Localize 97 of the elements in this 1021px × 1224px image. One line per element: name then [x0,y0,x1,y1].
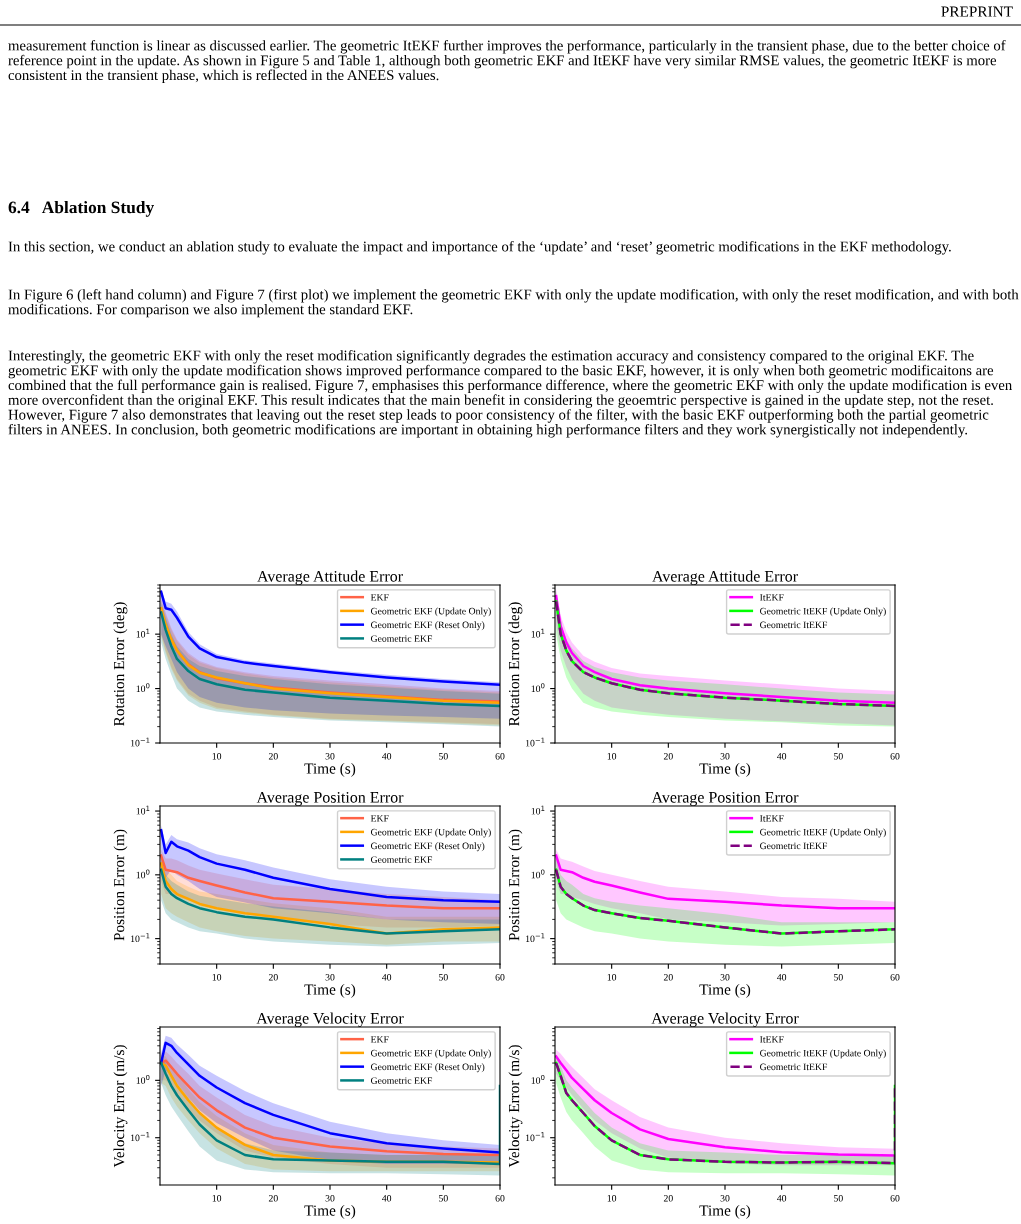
text: In this section, we conduct an ablation study to evaluate the impact and importance of the ‘update’ and ‘reset’ geometric modifications in the EKF methodology. [8,241,951,255]
x-tick-label: 50 [834,753,843,760]
legend-label: ItEKF [759,815,784,822]
x-tick-label: 20 [663,753,673,760]
y-tick-label: 10$^{−1}$ [526,737,545,747]
y-tick-label: 10$^{−1}$ [526,933,545,943]
chart-title: Average Position Error [651,791,799,806]
legend-label: Geometric EKF (Reset Only) [370,842,485,852]
legend-label: EKF [370,815,389,822]
legend-label: Geometric ItEKF [760,842,828,850]
legend-label: Geometric EKF (Reset Only) [370,621,485,631]
y-axis-title: Position Error (m) [508,829,523,941]
x-tick-label: 40 [382,974,392,981]
y-tick-label: 10$^{−1}$ [131,737,150,747]
x-axis-title: Time (s) [304,1204,356,1219]
y-tick-label: 10$^{0}$ [136,683,150,693]
y-tick-label: 10$^{0}$ [136,869,150,879]
text: In Figure 6 (left hand column) and Figure 7 (first plot) we implement the geometric EKF with only the update modification, with only the reset modification, and with both modifications. For comparison we also implement the standard EKF. [8,289,1019,318]
legend-label: Geometric EKF (Update Only) [370,1049,491,1059]
y-axis-title: Position Error (m) [113,829,128,941]
x-tick-label: 60 [890,1195,900,1202]
y-axis-title: Rotation Error (deg) [508,602,523,726]
x-axis-title: Time (s) [304,983,356,998]
text: measurement function is linear as discussed earlier. The geometric ItEKF further improves the performance, particularly in the transient phase, due to the better choice of reference point in the update. As shown in Figure 5 and Table 1, although both geometric EKF and ItEKF have very similar RMSE values, the geometric ItEKF is more consistent in the transient phase, which is reflected in the ANEES values. [8,40,1006,84]
legend-label: Geometric ItEKF (Update Only) [760,607,886,617]
y-tick-label: 10$^{0}$ [136,1074,150,1084]
x-tick-label: 50 [439,1195,448,1202]
x-tick-label: 10 [212,1195,222,1202]
chart-title: Average Position Error [256,791,404,806]
x-tick-label: 50 [439,974,448,981]
x-tick-label: 30 [720,753,730,760]
x-tick-label: 10 [607,974,617,981]
x-tick-label: 10 [212,974,222,981]
x-axis-title: Time (s) [699,983,751,998]
y-tick-label: 10$^{−1}$ [131,1132,150,1142]
y-tick-label: 10$^{−1}$ [131,933,150,943]
x-tick-label: 20 [663,974,673,981]
y-tick-label: 10$^{0}$ [531,1074,545,1084]
x-axis-title: Time (s) [699,762,751,777]
legend-label: Geometric EKF [370,635,433,642]
legend-label: Geometric EKF (Reset Only) [370,1063,485,1073]
x-tick-label: 50 [834,1195,843,1202]
chart-title: Average Velocity Error [651,1012,799,1027]
legend-label: EKF [370,1036,389,1043]
x-tick-label: 40 [382,1195,392,1202]
y-tick-label: 10$^{0}$ [531,683,545,693]
legend-label: Geometric ItEKF (Update Only) [760,1049,886,1059]
legend-label: Geometric EKF (Update Only) [370,828,491,838]
x-tick-label: 30 [720,974,730,981]
x-tick-label: 60 [495,753,505,760]
text: 6.4 Ablation Study [8,201,155,217]
x-tick-label: 30 [325,1195,335,1202]
legend-label: Geometric ItEKF [760,1063,828,1071]
x-axis-title: Time (s) [304,762,356,777]
legend-label: ItEKF [759,594,784,601]
legend-label: Geometric EKF [370,1077,433,1084]
chart-title: Average Attitude Error [652,570,798,585]
y-axis-title: Velocity Error (m/s) [508,1045,523,1168]
legend-label: EKF [370,594,389,601]
x-tick-label: 60 [890,974,900,981]
x-tick-label: 50 [439,753,448,760]
x-tick-label: 30 [325,974,335,981]
x-tick-label: 40 [382,753,392,760]
y-tick-label: 10$^{1}$ [136,805,150,815]
text: PREPRINT [941,6,1013,17]
text: Interestingly, the geometric EKF with only the reset modification significantly degrades the estimation accuracy and consistency compared to the original EKF. The geometric EKF with only the update modification shows improved performance compared to the basic EKF, however, it is only when both geometric modificaitons are combined that the full performance gain is realised. Figure 7, emphasises this performance difference, where the geometric EKF with only the update modification is even more overconfident than the original EKF. This result indicates that the main benefit in considering the geoemtric perspective is gained in the update step, not the reset. However, Figure 7 also demonstrates that leaving out the reset step leads to poor consistency of the filter, with the basic EKF outperforming both the partial geometric filters in ANEES. In conclusion, both geometric modifications are important in obtaining high performance filters and they work synergistically not independently. [8,350,1012,438]
x-tick-label: 20 [268,1195,278,1202]
chart-title: Average Attitude Error [257,570,403,585]
x-tick-label: 10 [607,753,617,760]
x-tick-label: 40 [777,974,787,981]
y-axis-title: Rotation Error (deg) [113,602,128,726]
x-tick-label: 50 [834,974,843,981]
x-tick-label: 40 [777,753,787,760]
x-tick-label: 60 [495,974,505,981]
y-axis-title: Velocity Error (m/s) [113,1045,128,1168]
x-tick-label: 10 [212,753,222,760]
y-tick-label: 10$^{0}$ [531,869,545,879]
x-tick-label: 30 [325,753,335,760]
y-tick-label: 10$^{−1}$ [526,1132,545,1142]
legend-label: Geometric ItEKF [760,621,828,629]
x-axis-title: Time (s) [699,1204,751,1219]
x-tick-label: 20 [663,1195,673,1202]
legend-label: Geometric ItEKF (Update Only) [760,828,886,838]
x-tick-label: 60 [890,753,900,760]
x-tick-label: 60 [495,1195,505,1202]
x-tick-label: 10 [607,1195,617,1202]
legend-label: Geometric EKF [370,856,433,863]
y-tick-label: 10$^{1}$ [531,628,545,638]
legend-label: Geometric EKF (Update Only) [370,607,491,617]
y-tick-label: 10$^{1}$ [136,628,150,638]
chart-title: Average Velocity Error [256,1012,404,1027]
x-tick-label: 30 [720,1195,730,1202]
x-tick-label: 40 [777,1195,787,1202]
y-tick-label: 10$^{1}$ [531,805,545,815]
x-tick-label: 20 [268,974,278,981]
x-tick-label: 20 [268,753,278,760]
legend-label: ItEKF [759,1036,784,1043]
